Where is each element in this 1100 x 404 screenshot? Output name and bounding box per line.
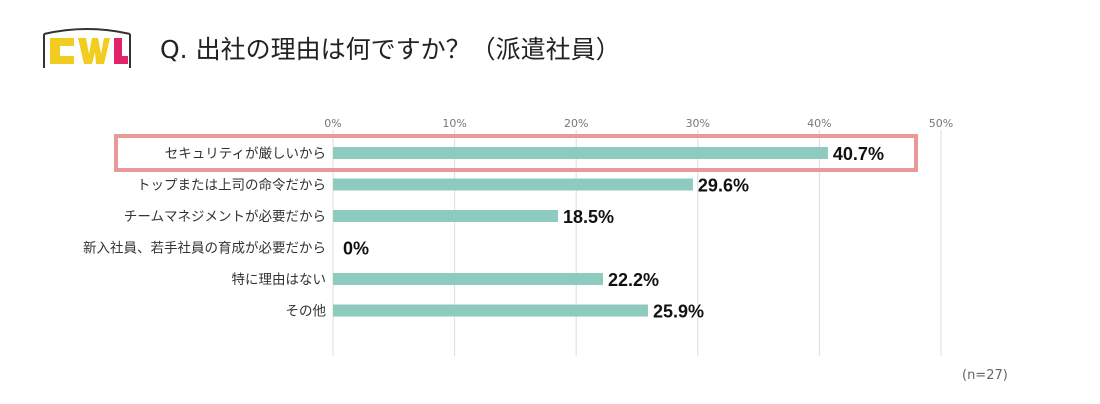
x-tick-label: 40% bbox=[807, 117, 831, 130]
bar bbox=[333, 304, 648, 317]
chart-title: Q. 出社の理由は何ですか？（派遣社員） bbox=[160, 35, 621, 64]
cwl-logo bbox=[43, 28, 131, 68]
category-label: セキュリティが厳しいから bbox=[165, 146, 326, 162]
data-label: 0% bbox=[343, 239, 369, 259]
category-label: 新入社員、若手社員の育成が必要だから bbox=[83, 241, 326, 257]
data-label: 18.5% bbox=[563, 207, 614, 227]
bar bbox=[333, 273, 603, 285]
data-label: 22.2% bbox=[608, 270, 659, 290]
category-label: チームマネジメントが必要だから bbox=[124, 209, 326, 225]
data-label: 29.6% bbox=[698, 176, 749, 196]
x-tick-label: 10% bbox=[442, 117, 466, 130]
bar bbox=[333, 147, 828, 159]
data-label: 25.9% bbox=[653, 302, 704, 322]
x-tick-label: 50% bbox=[929, 117, 953, 130]
bar bbox=[333, 178, 693, 191]
x-tick-label: 0% bbox=[324, 117, 341, 130]
category-label: 特に理由はない bbox=[232, 272, 327, 288]
sample-size-note: (n=27) bbox=[962, 368, 1008, 383]
highlight-box bbox=[114, 134, 918, 172]
x-tick-label: 20% bbox=[564, 117, 588, 130]
x-tick-label: 30% bbox=[686, 117, 710, 130]
category-label: その他 bbox=[286, 304, 327, 320]
bar bbox=[333, 210, 558, 222]
category-label: トップまたは上司の命令だから bbox=[137, 177, 326, 194]
data-label: 40.7% bbox=[833, 144, 884, 164]
